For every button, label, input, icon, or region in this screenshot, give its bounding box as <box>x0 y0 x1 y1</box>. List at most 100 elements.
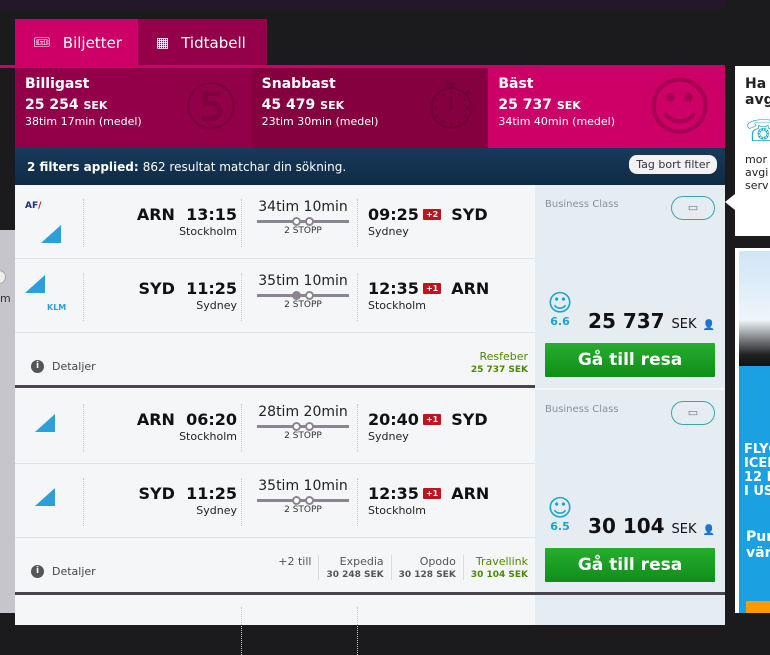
provider-option[interactable]: Travellink 30 104 SEK <box>462 555 535 580</box>
flight-leg[interactable]: KLM SYD 11:25 Sydney 35tim 10min 2 STOPP … <box>15 259 535 333</box>
divider <box>357 273 358 321</box>
divider <box>241 607 242 655</box>
dep-time: 11:25 <box>186 279 237 298</box>
provider-name: Expedia <box>339 555 384 568</box>
currency: SEK <box>556 99 581 112</box>
ad-headline: FLYG ICEL 12 D I US <box>744 442 770 499</box>
duration: 35tim 10min 2 STOPP <box>257 478 349 515</box>
stops-text: 2 STOPP <box>284 300 322 310</box>
twitter-icon: ☏ <box>745 114 770 149</box>
payment-card-button[interactable]: ▭ <box>671 401 715 425</box>
details-link[interactable]: i Detaljer <box>31 360 96 373</box>
china-southern-logo <box>41 225 61 243</box>
ticket-icon: 🎟 <box>33 34 51 51</box>
result-price: 25 737 SEK 👤 <box>588 309 715 333</box>
arr-code: ARN <box>451 484 490 503</box>
price-column <box>535 595 725 625</box>
rating: ☺ 6.5 <box>547 496 573 533</box>
credit-card-icon: ▭ <box>687 406 699 419</box>
arr-code: SYD <box>451 205 488 224</box>
price-column: Business Class ▭ ☺ 6.6 25 737 SEK 👤 Gå til… <box>535 185 725 388</box>
cabin-class: Business Class <box>545 404 619 415</box>
filter-bar: 2 filters applied: 862 resultat matchar … <box>15 148 725 185</box>
day-offset-badge: +1 <box>422 414 442 425</box>
smiley-icon: ☺ <box>547 494 573 522</box>
arr-city: Stockholm <box>368 504 426 517</box>
stops-line <box>257 496 349 505</box>
summary-price: 25 254 SEK <box>25 97 242 113</box>
price-value: 25 254 <box>25 97 79 113</box>
slider-handle[interactable] <box>0 270 6 284</box>
divider <box>357 404 358 452</box>
go-to-trip-button[interactable]: Gå till resa <box>545 343 715 377</box>
more-providers-link[interactable]: +2 till <box>271 555 318 580</box>
ad-button[interactable] <box>746 601 770 613</box>
provider-name: Travellink <box>475 555 528 568</box>
duration-text: 28tim 20min <box>258 404 348 420</box>
provider-option[interactable]: Resfeber 25 737 SEK <box>464 350 535 375</box>
tab-tidtabell[interactable]: ▦ Tidtabell <box>138 19 267 66</box>
twitter-promo[interactable]: Ha avg ☏ mor avgi serv <box>725 66 770 236</box>
smiley-icon: ☺ <box>646 71 714 145</box>
ad-subtext: Pur värl <box>746 529 770 561</box>
dep-city: Stockholm <box>179 430 237 443</box>
provider-price: 25 737 SEK <box>470 365 528 375</box>
airline-logos: KLM <box>25 271 75 321</box>
summary-price: 25 737 SEK <box>498 97 715 113</box>
details-link[interactable]: i Detaljer <box>31 565 96 578</box>
stops-line <box>257 291 349 300</box>
divider <box>83 478 84 526</box>
result-card: ARN 06:20 Stockholm 28tim 20min 2 STOPP 2… <box>15 390 725 595</box>
divider <box>357 607 358 655</box>
arrival: 09:25 +2 SYD Sydney <box>368 205 488 238</box>
klm-logo: KLM <box>47 303 67 312</box>
flight-leg[interactable]: AF/ ARN 13:15 Stockholm 34tim 10min 2 STO… <box>15 185 535 259</box>
tab-biljetter[interactable]: 🎟 Biljetter <box>15 19 138 66</box>
day-offset-badge: +2 <box>422 209 442 220</box>
flight-leg[interactable]: SYD 11:25 Sydney 35tim 10min 2 STOPP 12:3… <box>15 464 535 538</box>
person-icon: 👤 <box>702 525 715 536</box>
cabin-class: Business Class <box>545 199 619 210</box>
arr-city: Sydney <box>368 225 409 238</box>
promo-text: mor avgi serv <box>745 153 769 192</box>
stop-dot <box>292 422 301 431</box>
tab-underline <box>0 65 725 68</box>
result-card-partial <box>15 595 725 655</box>
clear-filters-button[interactable]: Tag bort filter <box>629 155 717 174</box>
dep-city: Sydney <box>196 299 237 312</box>
stopwatch-icon: ⏱ <box>426 71 477 145</box>
dep-code: SYD <box>138 484 175 503</box>
stops-line <box>257 422 349 431</box>
duration-text: 35tim 10min <box>258 273 348 289</box>
airline-logos <box>25 476 75 526</box>
summary-best[interactable]: ☺ Bäst 25 737 SEK 34tim 40min (medel) <box>488 68 726 148</box>
result-footer: i Detaljer +2 till Expedia 30 248 SEK Opodo 3… <box>15 538 535 592</box>
filters-applied-label: 2 filters applied: <box>27 159 139 174</box>
payment-card-button[interactable]: ▭ <box>671 196 715 220</box>
summary-bar: ⑤ Billigast 25 254 SEK 38tim 17min (mede… <box>15 68 726 148</box>
china-southern-logo <box>25 275 45 293</box>
summary-cheapest[interactable]: ⑤ Billigast 25 254 SEK 38tim 17min (mede… <box>15 68 252 148</box>
summary-fastest[interactable]: ⏱ Snabbast 45 479 SEK 23tim 30min (medel… <box>251 68 489 148</box>
arrival: 12:35 +1 ARN Stockholm <box>368 279 489 312</box>
airline-logos <box>25 402 75 452</box>
result-card: AF/ ARN 13:15 Stockholm 34tim 10min 2 STO… <box>15 185 725 388</box>
go-to-trip-button[interactable]: Gå till resa <box>545 548 715 582</box>
currency: SEK <box>320 99 345 112</box>
divider <box>241 478 242 526</box>
flight-leg[interactable]: ARN 06:20 Stockholm 28tim 20min 2 STOPP 2… <box>15 390 535 464</box>
provider-option[interactable]: Expedia 30 248 SEK <box>318 555 390 580</box>
provider-option[interactable]: Opodo 30 128 SEK <box>390 555 463 580</box>
summary-duration: 38tim 17min (medel) <box>25 115 142 128</box>
promo-heading: Ha avg <box>745 76 770 108</box>
smiley-icon: ☺ <box>547 289 573 317</box>
divider <box>83 273 84 321</box>
stop-dot <box>305 291 314 300</box>
provider-name: Resfeber <box>479 350 528 363</box>
stops-text: 2 STOPP <box>284 226 322 236</box>
providers: +2 till Expedia 30 248 SEK Opodo 30 128 SEK T… <box>271 555 535 580</box>
coins-icon: ⑤ <box>182 71 240 145</box>
day-offset-badge: +1 <box>422 283 442 294</box>
advertisement[interactable]: FLYG ICEL 12 D I US Pur värl <box>735 248 770 613</box>
dep-time: 06:20 <box>186 410 237 429</box>
